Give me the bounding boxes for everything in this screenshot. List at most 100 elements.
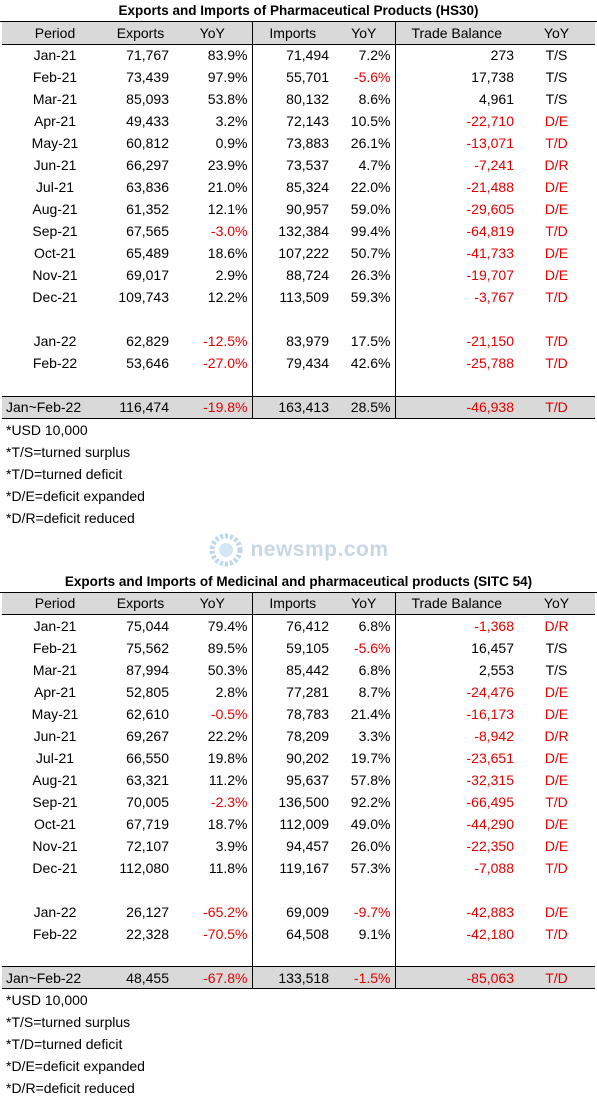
cell: 65,489 [126,245,169,261]
cell: Nov-21 [32,267,78,283]
data-row: May-21 62,610 -0.5% 78,783 21.4% -16,173 D/E [2,702,595,725]
header-cell: YoY [333,592,395,615]
data-row: Jun-21 69,267 22.2% 78,209 3.3% -8,942 D/R [2,724,595,747]
spacer-cell [2,879,108,901]
data-row: Aug-21 61,352 12.1% 90,957 59.0% -29,605 D/E [2,198,595,220]
cell: 75,562 [126,639,169,656]
cell: 79,434 [251,352,333,374]
cell: D/E [544,201,569,217]
data-row: Oct-21 65,489 18.6% 107,222 50.7% -41,733 D/E [2,242,595,264]
cell: 109,743 [118,289,169,305]
cell: 66,297 [126,157,169,173]
note: *T/S=turned surplus [6,443,131,460]
spacer-cell [251,374,333,396]
spacer-row [2,374,595,396]
cell: 78,783 [251,702,333,725]
note: *D/E=deficit expanded [6,1058,145,1074]
cell: Aug-21 [32,771,78,788]
header-cell: Imports [251,22,333,45]
note: *D/E=deficit expanded [6,487,145,504]
table-block: Exports and Imports of Medicinal and pha… [0,571,597,1100]
header-cell: Exports [108,592,173,615]
cell: D/E [544,267,569,283]
spacer-cell [108,374,173,396]
spacer-row [2,944,595,967]
spacer-cell [108,945,173,967]
cell: 71,767 [126,47,169,64]
cell: 59,105 [251,636,333,659]
cell: D/E [544,749,569,766]
header-cell: YoY [518,22,595,45]
cell: 21.0% [207,179,248,195]
data-row: Sep-21 67,565 -3.0% 132,384 99.4% -64,819 T/D [2,220,595,242]
spacer-cell [2,945,108,967]
cell: T/D [545,793,568,810]
cell: 22,328 [126,925,169,942]
cell: 12.1% [207,201,248,217]
cell: Jul-21 [35,179,75,195]
data-row: Feb-22 22,328 -70.5% 64,508 9.1% -42,180 T/D [2,922,595,945]
total-cell: Jan~Feb-22 [2,966,108,989]
cell: -42,180 [394,922,518,945]
cell: 61,352 [126,201,169,217]
cell: 49,433 [126,113,169,129]
cell: 52,805 [126,683,169,700]
note: *T/D=turned deficit [6,465,123,482]
cell: Sep-21 [32,223,78,239]
cell: T/S [545,69,568,85]
cell: -24,476 [394,680,518,703]
cell: 4.7% [358,157,391,173]
note: *D/R=deficit reduced [6,1080,135,1096]
cell: 67,719 [126,815,169,832]
spacer-row [2,308,595,330]
cell: 10.5% [350,113,391,129]
cell: T/S [545,91,568,107]
header-cell: Exports [108,22,173,45]
spacer-row [2,878,595,901]
cell: 71,494 [251,44,333,66]
cell: 67,565 [126,223,169,239]
note: *USD 10,000 [6,421,88,438]
total-cell: 163,413 [251,395,333,419]
cell: 59.3% [350,289,391,305]
cell: May-21 [31,135,79,151]
cell: D/E [544,245,569,261]
cell: 18.6% [207,245,248,261]
spacer-cell [333,879,395,901]
cell: 85,324 [251,176,333,198]
spacer-cell [333,308,395,330]
cell: 55,701 [251,66,333,88]
cell: -21,150 [394,330,518,352]
cell: D/E [544,815,569,832]
cell: -25,788 [394,352,518,374]
cell: D/E [544,179,569,195]
cell: 69,017 [126,267,169,283]
header-cell: Imports [251,592,333,615]
table-title: Exports and Imports of Medicinal and pha… [0,571,597,593]
table-block: Exports and Imports of Pharmaceutical Pr… [0,0,597,529]
spacer-cell [173,374,252,396]
spacer-cell [394,308,518,330]
cell: -21,488 [394,176,518,198]
cell: 112,009 [251,812,333,835]
header-cell: Trade Balance [394,22,518,45]
cell: 273 [394,44,518,66]
cell: -3.0% [210,223,248,239]
data-row: Jan-21 71,767 83.9% 71,494 7.2% 273 T/S [2,44,595,66]
cell: 113,509 [251,286,333,308]
cell: Feb-22 [32,355,78,371]
header-cell: YoY [333,22,395,45]
cell: Jan-21 [33,617,77,634]
cell: 69,009 [251,900,333,923]
cell: 12.2% [207,289,248,305]
cell: 94,457 [251,834,333,857]
cell: -7,088 [394,856,518,879]
spacer-cell [518,945,595,967]
cell: 73,439 [126,69,169,85]
cell: 88,724 [251,264,333,286]
total-cell: T/D [518,395,595,419]
note: *USD 10,000 [6,992,88,1008]
cell: 79.4% [207,617,248,634]
cell: 119,167 [251,856,333,879]
